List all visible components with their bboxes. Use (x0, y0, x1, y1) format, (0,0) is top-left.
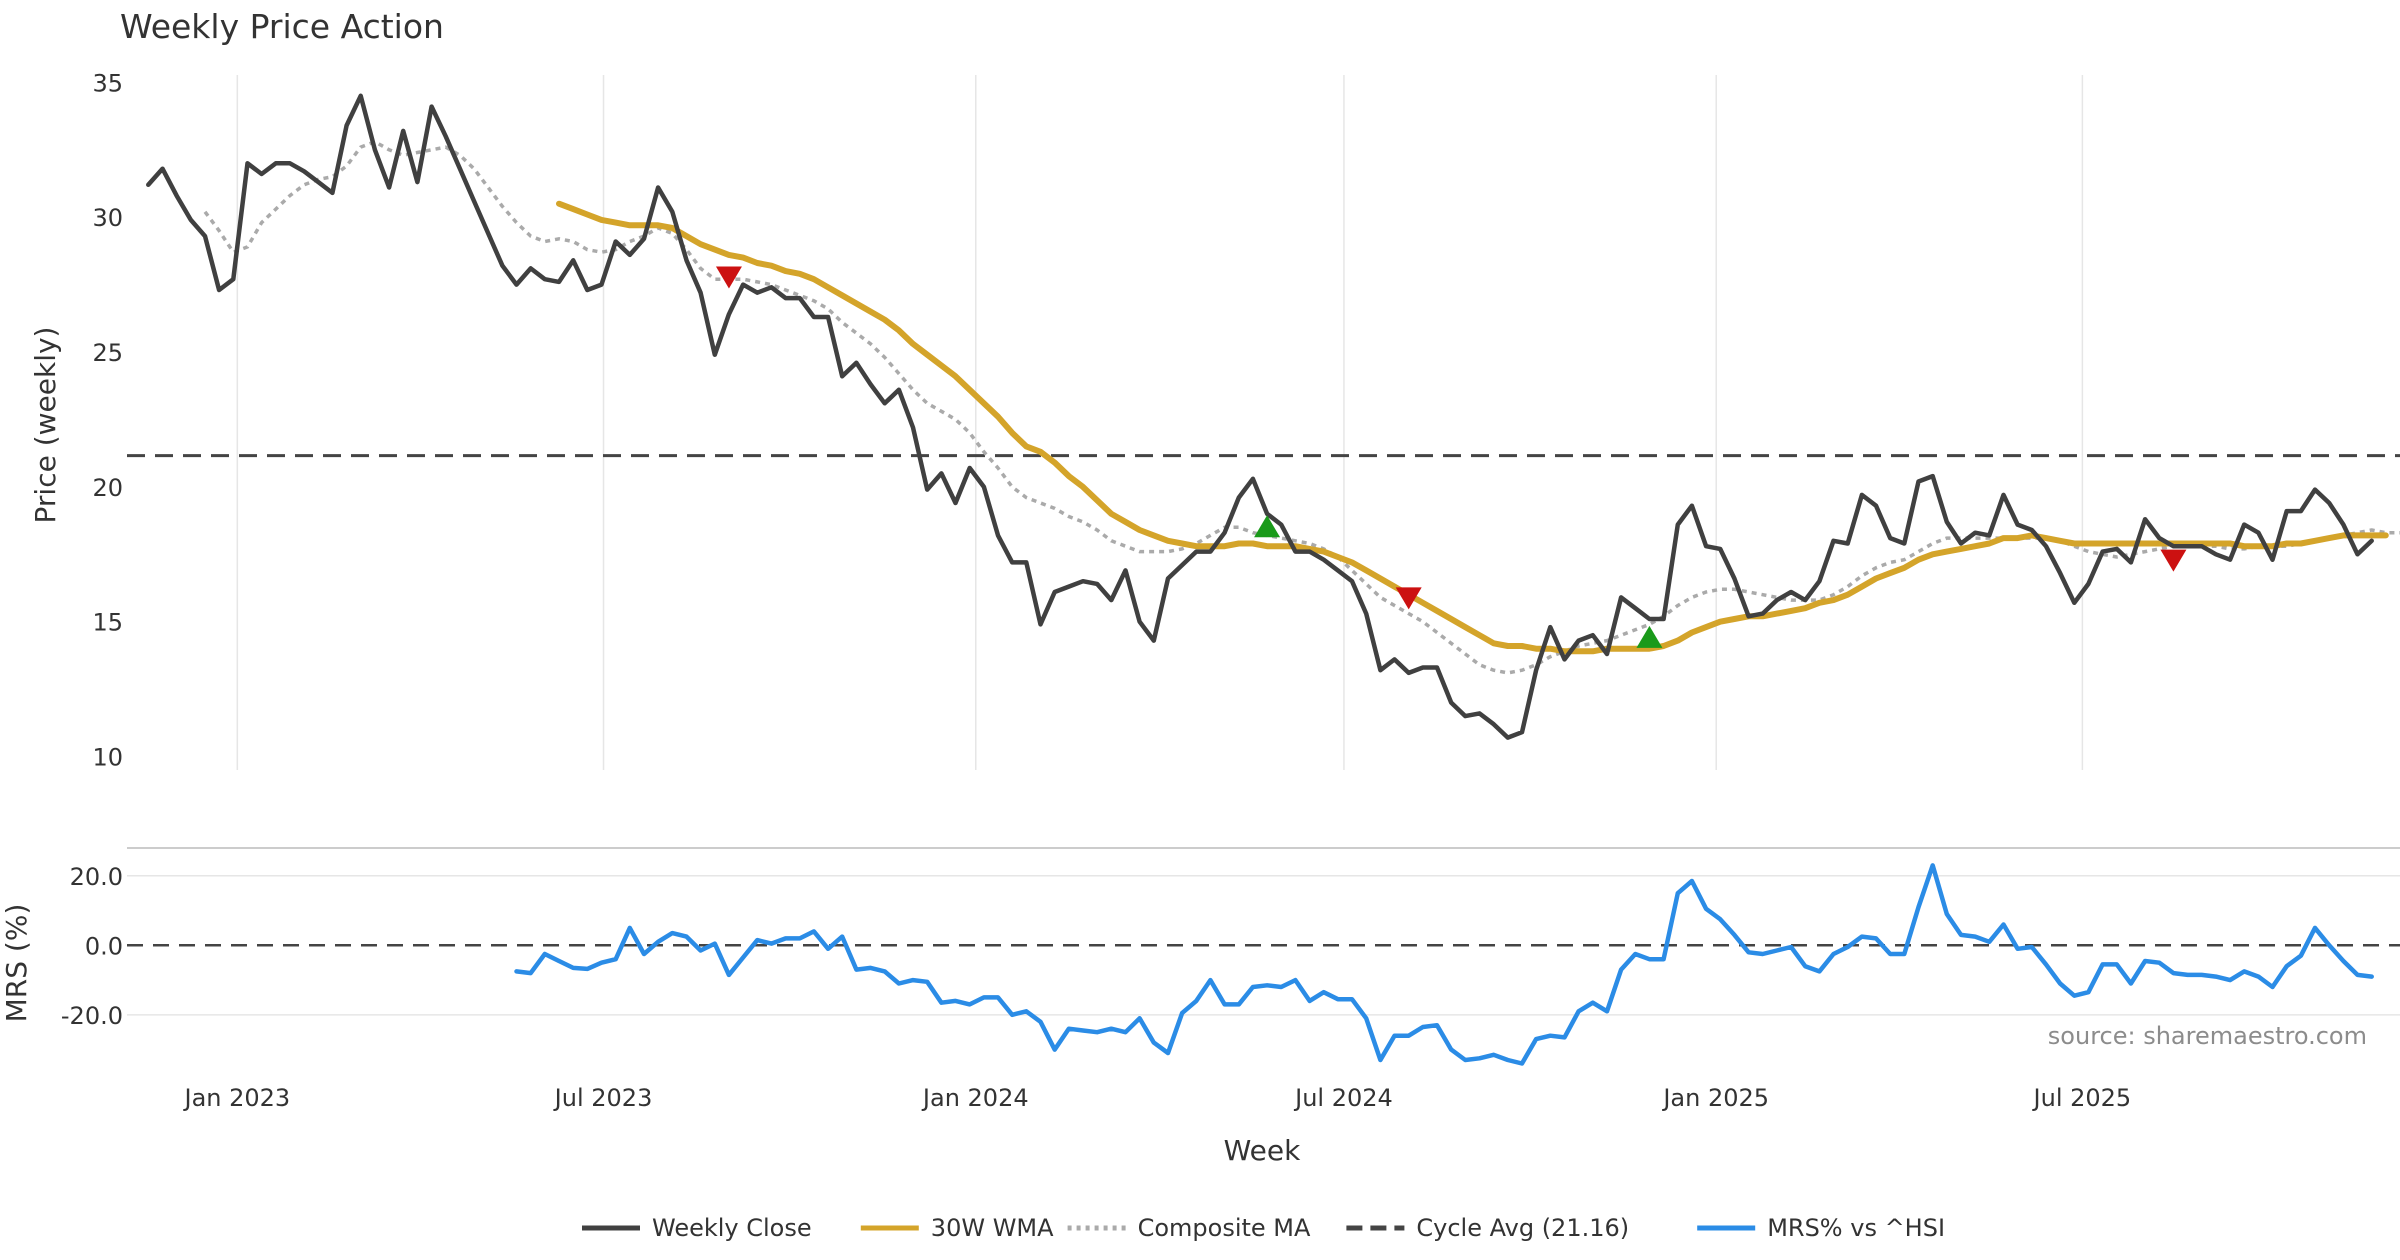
legend-label: 30W WMA (931, 1214, 1054, 1242)
mrs-series (127, 863, 2400, 1066)
x-tick: Jul 2023 (553, 1084, 653, 1112)
chart-title: Weekly Price Action (120, 7, 444, 46)
x-tick: Jul 2024 (1293, 1084, 1393, 1112)
sell-signal-marker (715, 266, 742, 289)
x-tick: Jul 2025 (2032, 1084, 2132, 1112)
wma-30w-line (556, 200, 2389, 655)
legend: Weekly Close 30W WMA Composite MA Cycle Avg… (582, 1214, 1945, 1242)
price-y-tick: 10 (92, 744, 123, 772)
price-y-tick: 35 (92, 69, 123, 97)
mrs-line (514, 863, 2374, 1066)
legend-label: Weekly Close (652, 1214, 812, 1242)
buy-signal-marker (1636, 625, 1663, 648)
legend-label: Composite MA (1138, 1214, 1311, 1242)
mrs-y-axis: 20.0 0.0 -20.0 (61, 863, 123, 1030)
price-y-tick: 30 (92, 204, 123, 232)
legend-label: MRS% vs ^HSI (1767, 1214, 1945, 1242)
mrs-y-axis-title: MRS (%) (0, 904, 33, 1023)
source-note: source: sharemaestro.com (2048, 1022, 2367, 1050)
price-y-tick: 15 (92, 609, 123, 637)
x-axis: Jan 2023 Jul 2023 Jan 2024 Jul 2024 Jan 2025… (182, 1084, 2131, 1112)
price-y-axis: 10 15 20 25 30 35 (92, 69, 123, 771)
sell-signal-marker (1395, 587, 1422, 610)
price-y-tick: 20 (92, 474, 123, 502)
mrs-y-tick: -20.0 (61, 1002, 123, 1030)
x-tick: Jan 2025 (1661, 1084, 1769, 1112)
mrs-grid (127, 875, 2400, 1016)
price-series (127, 93, 2400, 740)
sell-signal-marker (2160, 549, 2187, 572)
x-axis-title: Week (1224, 1134, 1301, 1167)
price-grid (236, 75, 2084, 770)
composite-ma-line (203, 139, 2400, 675)
buy-signal-marker (1254, 515, 1281, 538)
price-y-tick: 25 (92, 339, 123, 367)
mrs-y-tick: 0.0 (85, 932, 123, 960)
mrs-y-tick: 20.0 (70, 863, 123, 891)
x-tick: Jan 2023 (182, 1084, 290, 1112)
price-y-axis-title: Price (weekly) (29, 327, 62, 524)
legend-label: Cycle Avg (21.16) (1416, 1214, 1629, 1242)
weekly-close-line (146, 93, 2374, 740)
signal-markers (715, 266, 2187, 648)
x-tick: Jan 2024 (921, 1084, 1029, 1112)
